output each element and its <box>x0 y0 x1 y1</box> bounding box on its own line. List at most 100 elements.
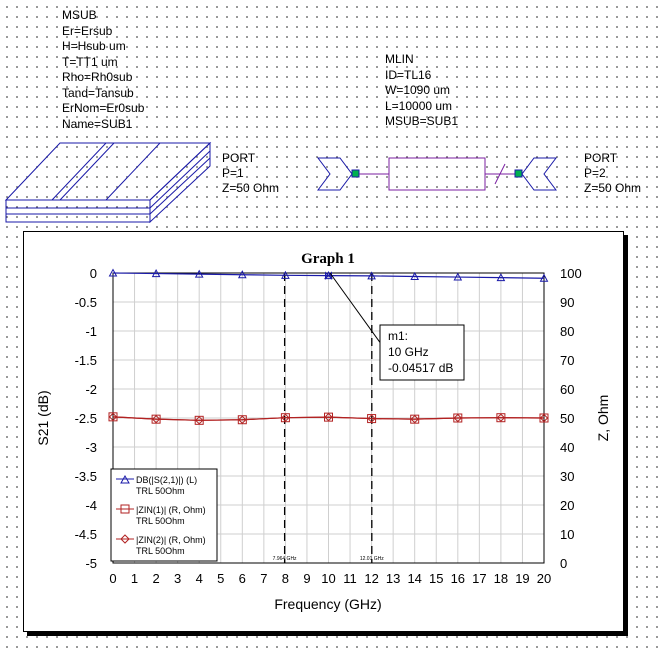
legend[interactable]: DB(|S(2,1)|) (L) TRL 50Ohm |ZIN(1)| (R, … <box>110 468 218 562</box>
x-tick-label: 11 <box>343 571 357 586</box>
marker-x-value: 10 GHz <box>388 345 429 359</box>
x-tick-label: 13 <box>386 571 400 586</box>
mlin-param: L=10000 um <box>385 98 453 113</box>
y2-tick-label: 100 <box>560 266 582 281</box>
y2-tick-label: 60 <box>560 382 574 397</box>
data-point <box>324 412 333 422</box>
chart-title: Graph 1 <box>301 251 355 267</box>
port2-impedance: Z=50 Ohm <box>584 181 642 195</box>
trace-edge <box>59 142 115 201</box>
x-tick-label: 8 <box>282 571 289 586</box>
y-tick-label: -1.5 <box>75 353 97 368</box>
graph-window[interactable] <box>23 231 624 632</box>
y2-tick-label: 30 <box>560 469 574 484</box>
y2-tick-label: 90 <box>560 295 574 310</box>
y-tick-label: -4 <box>85 498 97 513</box>
port2-number: P=2 <box>584 166 606 180</box>
series-layer <box>108 268 549 425</box>
marker-name: m1: <box>388 329 408 343</box>
substrate-icon[interactable] <box>4 141 212 224</box>
legend-sublabel: TRL 50Ohm <box>136 516 185 526</box>
port2-title: PORT <box>584 151 618 165</box>
legend-label: DB(|S(2,1)|) (L) <box>136 475 197 485</box>
vertical-marker-label: 7.964 GHz <box>273 556 297 562</box>
y2-tick-label: 10 <box>560 527 574 542</box>
x-tick-label: 18 <box>494 571 508 586</box>
x-tick-label: 14 <box>407 571 421 586</box>
x-axis-label: Frequency (GHz) <box>274 596 381 612</box>
data-point <box>194 416 204 425</box>
data-point <box>151 269 161 278</box>
data-point <box>539 273 549 282</box>
data-point <box>281 270 290 279</box>
marker-point <box>325 271 332 280</box>
port1-number: P=1 <box>222 166 244 180</box>
y-tick-label: -3 <box>85 440 97 455</box>
msub-block[interactable]: MSUB Er=Ersub H=Hsub um T=TT1 um Rho=Rh0… <box>62 8 144 132</box>
legend-entry-zin2[interactable]: |ZIN(2)| (R, Ohm) TRL 50Ohm <box>116 534 206 556</box>
x-tick-label: 4 <box>196 571 203 586</box>
x-tick-label: 19 <box>515 571 529 586</box>
marker-frame <box>379 324 465 381</box>
port1-label[interactable]: PORT P=1 Z=50 Ohm <box>222 151 279 196</box>
x-tick-label: 0 <box>109 571 116 586</box>
mlin-block[interactable]: MLIN ID=TL16 W=1090 um L=10000 um MSUB=S… <box>385 52 458 130</box>
y2-tick-label: 40 <box>560 440 574 455</box>
legend-sublabel: TRL 50Ohm <box>136 486 185 496</box>
series-line <box>112 416 545 421</box>
y-tick-label: -1 <box>85 324 97 339</box>
legend-entry-zin1[interactable]: |ZIN(1)| (R, Ohm) TRL 50Ohm <box>116 504 206 526</box>
x-tick-label: 20 <box>537 571 551 586</box>
x-tick-label: 16 <box>451 571 465 586</box>
x-tick-label: 10 <box>321 571 335 586</box>
diamond-icon <box>120 534 130 544</box>
msub-title: MSUB <box>62 8 97 22</box>
data-point <box>108 268 118 277</box>
microstrip-trace <box>50 142 162 201</box>
msub-param: T=TT1 um <box>62 54 118 69</box>
data-point <box>324 271 333 280</box>
msub-param: Er=Ersub <box>62 23 113 38</box>
y2-tick-label: 20 <box>560 498 574 513</box>
port1-symbol[interactable] <box>317 157 353 191</box>
legend-entry-s21[interactable]: DB(|S(2,1)|) (L) TRL 50Ohm <box>116 474 197 496</box>
data-point <box>281 413 290 422</box>
x-tick-label: 5 <box>217 571 224 586</box>
x-tick-label: 15 <box>429 571 443 586</box>
data-point <box>539 413 549 423</box>
x-tick-label: 3 <box>174 571 181 586</box>
substrate-layer-line <box>149 157 211 215</box>
y2-tick-label: 0 <box>560 556 567 571</box>
port1-title: PORT <box>222 151 256 165</box>
x-tick-label: 12 <box>364 571 378 586</box>
y-tick-label: -2 <box>85 382 97 397</box>
y2-tick-label: 80 <box>560 324 574 339</box>
y-axis-label: S21 (dB) <box>35 390 51 445</box>
marker-box[interactable]: m1: 10 GHz -0.04517 dB <box>379 324 465 381</box>
data-point <box>496 413 506 422</box>
data-point <box>367 414 376 423</box>
port2-symbol[interactable] <box>521 157 557 191</box>
port1-impedance: Z=50 Ohm <box>222 181 280 195</box>
y2-axis-label: Z, Ohm <box>595 395 611 442</box>
wire-break-mark <box>494 163 506 185</box>
schematic-canvas <box>4 141 557 224</box>
data-point <box>108 412 118 422</box>
legend-label: |ZIN(2)| (R, Ohm) <box>136 535 206 545</box>
y2-tick-label: 70 <box>560 353 574 368</box>
mlin-param: W=1090 um <box>385 83 451 97</box>
msub-param: Tand=Tansub <box>62 85 134 100</box>
x-tick-label: 17 <box>472 571 486 586</box>
data-point <box>410 414 419 424</box>
triangle-icon <box>120 474 130 484</box>
port2-label[interactable]: PORT P=2 Z=50 Ohm <box>584 151 641 196</box>
x-tick-label: 6 <box>239 571 246 586</box>
y-tick-label: -0.5 <box>75 295 97 310</box>
data-point <box>367 271 376 280</box>
marker-pointer <box>329 272 385 349</box>
data-point <box>238 415 247 424</box>
data-point <box>151 414 161 424</box>
vertical-marker-label: 12.01 GHz <box>360 556 384 562</box>
data-point <box>496 273 506 282</box>
